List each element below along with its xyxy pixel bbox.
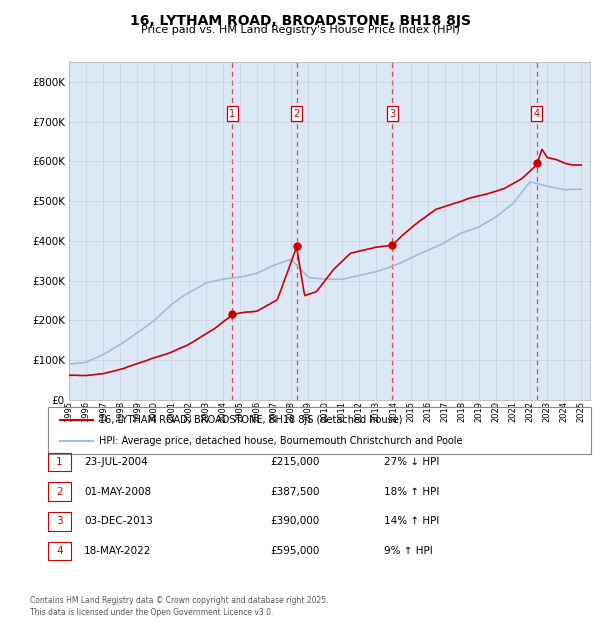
Text: 27% ↓ HPI: 27% ↓ HPI (384, 457, 439, 467)
Text: 1: 1 (229, 108, 235, 118)
Text: 4: 4 (533, 108, 539, 118)
Text: HPI: Average price, detached house, Bournemouth Christchurch and Poole: HPI: Average price, detached house, Bour… (99, 436, 463, 446)
Text: 3: 3 (56, 516, 63, 526)
Text: £595,000: £595,000 (270, 546, 319, 556)
Text: 18-MAY-2022: 18-MAY-2022 (84, 546, 151, 556)
Text: 16, LYTHAM ROAD, BROADSTONE, BH18 8JS (detached house): 16, LYTHAM ROAD, BROADSTONE, BH18 8JS (d… (99, 415, 403, 425)
Text: 14% ↑ HPI: 14% ↑ HPI (384, 516, 439, 526)
Text: £215,000: £215,000 (270, 457, 319, 467)
Text: 16, LYTHAM ROAD, BROADSTONE, BH18 8JS: 16, LYTHAM ROAD, BROADSTONE, BH18 8JS (130, 14, 470, 28)
Text: 18% ↑ HPI: 18% ↑ HPI (384, 487, 439, 497)
Text: £387,500: £387,500 (270, 487, 320, 497)
Text: 9% ↑ HPI: 9% ↑ HPI (384, 546, 433, 556)
Text: 1: 1 (56, 457, 63, 467)
Text: Price paid vs. HM Land Registry's House Price Index (HPI): Price paid vs. HM Land Registry's House … (140, 25, 460, 35)
Text: 4: 4 (56, 546, 63, 556)
Text: 2: 2 (293, 108, 300, 118)
Text: 01-MAY-2008: 01-MAY-2008 (84, 487, 151, 497)
Text: £390,000: £390,000 (270, 516, 319, 526)
Text: Contains HM Land Registry data © Crown copyright and database right 2025.
This d: Contains HM Land Registry data © Crown c… (30, 596, 329, 617)
Text: 03-DEC-2013: 03-DEC-2013 (84, 516, 153, 526)
Text: 2: 2 (56, 487, 63, 497)
Text: 3: 3 (389, 108, 395, 118)
Text: 23-JUL-2004: 23-JUL-2004 (84, 457, 148, 467)
